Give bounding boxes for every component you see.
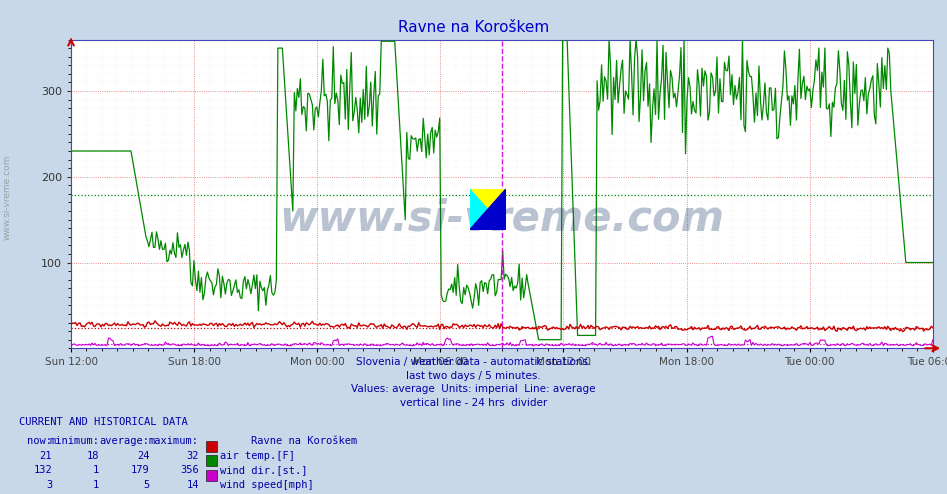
- Text: wind dir.[st.]: wind dir.[st.]: [220, 465, 307, 475]
- Text: 32: 32: [187, 451, 199, 460]
- Text: Ravne na Koroškem: Ravne na Koroškem: [251, 436, 357, 446]
- Text: 1: 1: [93, 480, 99, 490]
- Text: www.si-vreme.com: www.si-vreme.com: [3, 155, 12, 240]
- Text: Values: average  Units: imperial  Line: average: Values: average Units: imperial Line: av…: [351, 384, 596, 394]
- Text: 179: 179: [131, 465, 150, 475]
- Text: 132: 132: [33, 465, 52, 475]
- Polygon shape: [470, 189, 506, 230]
- Polygon shape: [470, 189, 506, 230]
- Text: vertical line - 24 hrs  divider: vertical line - 24 hrs divider: [400, 398, 547, 408]
- Text: air temp.[F]: air temp.[F]: [220, 451, 295, 460]
- Text: 356: 356: [180, 465, 199, 475]
- Text: now:: now:: [27, 436, 52, 446]
- Text: 14: 14: [187, 480, 199, 490]
- Text: 21: 21: [40, 451, 52, 460]
- Text: 1: 1: [93, 465, 99, 475]
- Text: Slovenia / weather data - automatic stations.: Slovenia / weather data - automatic stat…: [356, 357, 591, 367]
- Text: www.si-vreme.com: www.si-vreme.com: [279, 198, 724, 240]
- Text: 24: 24: [137, 451, 150, 460]
- Text: maximum:: maximum:: [149, 436, 199, 446]
- Text: minimum:: minimum:: [49, 436, 99, 446]
- Text: 5: 5: [143, 480, 150, 490]
- Text: 18: 18: [87, 451, 99, 460]
- Text: wind speed[mph]: wind speed[mph]: [220, 480, 313, 490]
- Text: average:: average:: [99, 436, 150, 446]
- Text: last two days / 5 minutes.: last two days / 5 minutes.: [406, 370, 541, 380]
- Text: 3: 3: [45, 480, 52, 490]
- Text: Ravne na Koroškem: Ravne na Koroškem: [398, 20, 549, 35]
- Polygon shape: [470, 189, 506, 230]
- Text: CURRENT AND HISTORICAL DATA: CURRENT AND HISTORICAL DATA: [19, 417, 188, 427]
